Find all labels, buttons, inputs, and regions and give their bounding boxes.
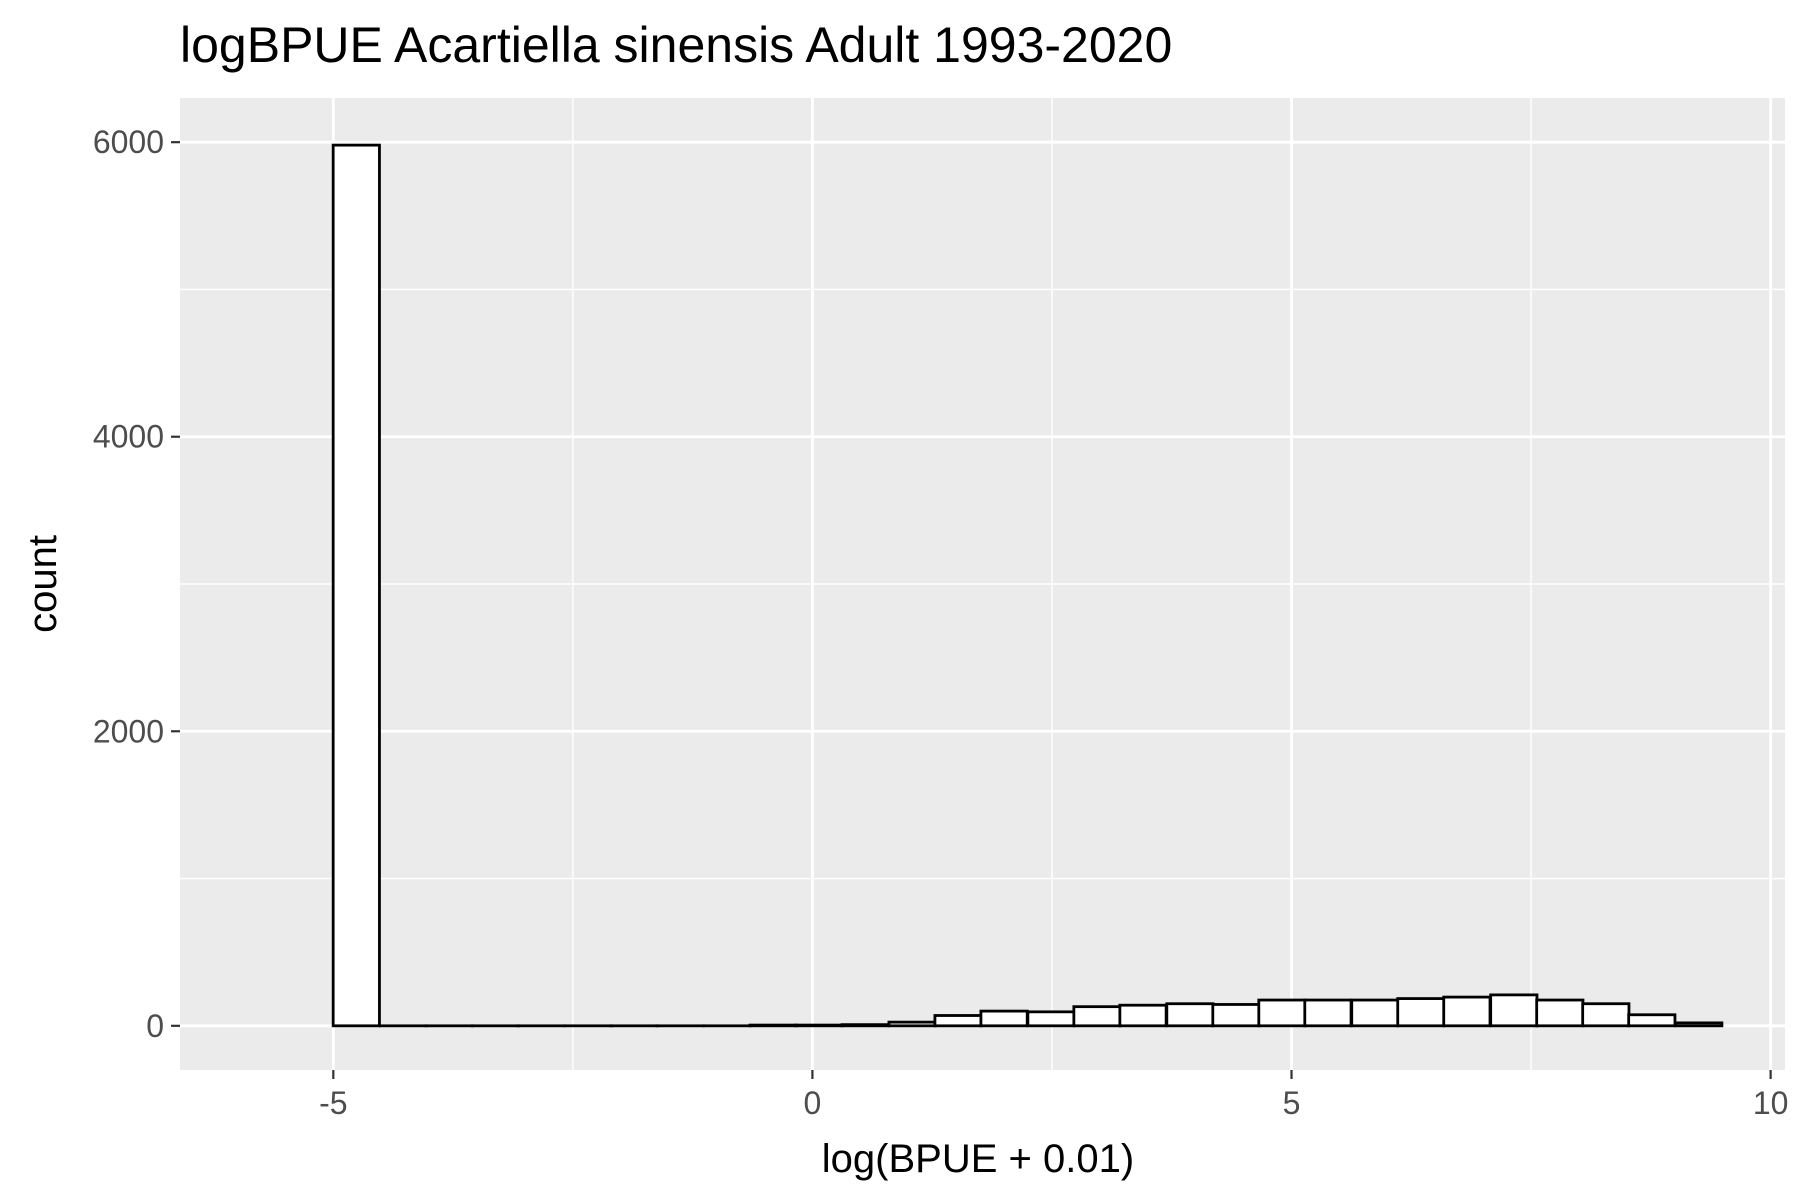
- histogram-bar: [1211, 1003, 1261, 1028]
- histogram-bar: [1396, 997, 1446, 1028]
- x-axis-ticks: -5 0 5 10: [319, 1070, 1788, 1121]
- histogram-bar: [748, 1023, 798, 1028]
- x-tick-label: 10: [1753, 1085, 1789, 1121]
- histogram-bar: [1026, 1010, 1076, 1028]
- histogram-bar: [979, 1009, 1029, 1028]
- histogram-bar: [1303, 998, 1353, 1028]
- histogram-bar: [331, 143, 381, 1028]
- histogram-bar: [1627, 1013, 1677, 1028]
- chart-title: logBPUE Acartiella sinensis Adult 1993-2…: [180, 17, 1172, 73]
- x-tick-label: 0: [804, 1085, 822, 1121]
- y-tick-label: 0: [146, 1008, 164, 1044]
- y-axis-ticks: 0 2000 4000 6000: [93, 124, 180, 1044]
- histogram-bar: [1072, 1005, 1122, 1028]
- x-tick-label: -5: [319, 1085, 347, 1121]
- histogram-bar: [933, 1014, 983, 1028]
- x-axis-title: log(BPUE + 0.01): [822, 1137, 1134, 1181]
- y-tick-label: 6000: [93, 124, 164, 160]
- histogram-bar: [1489, 993, 1539, 1028]
- y-tick-label: 4000: [93, 419, 164, 455]
- y-axis-title: count: [21, 535, 65, 633]
- histogram-bar: [840, 1023, 890, 1028]
- histogram-bar: [1165, 1002, 1215, 1028]
- histogram-bars: [331, 143, 1724, 1028]
- histogram-bar: [1257, 998, 1307, 1028]
- y-tick-label: 2000: [93, 713, 164, 749]
- minor-gridlines: [180, 98, 1785, 1070]
- histogram-bar: [1118, 1003, 1168, 1028]
- histogram-bar: [1350, 998, 1400, 1028]
- histogram-bar: [1581, 1002, 1631, 1028]
- x-tick-label: 5: [1283, 1085, 1301, 1121]
- histogram-bar: [1442, 995, 1492, 1028]
- histogram-bar: [794, 1023, 844, 1028]
- histogram-bar: [1535, 998, 1585, 1028]
- histogram-bar: [887, 1020, 937, 1028]
- histogram-bar: [1674, 1021, 1724, 1028]
